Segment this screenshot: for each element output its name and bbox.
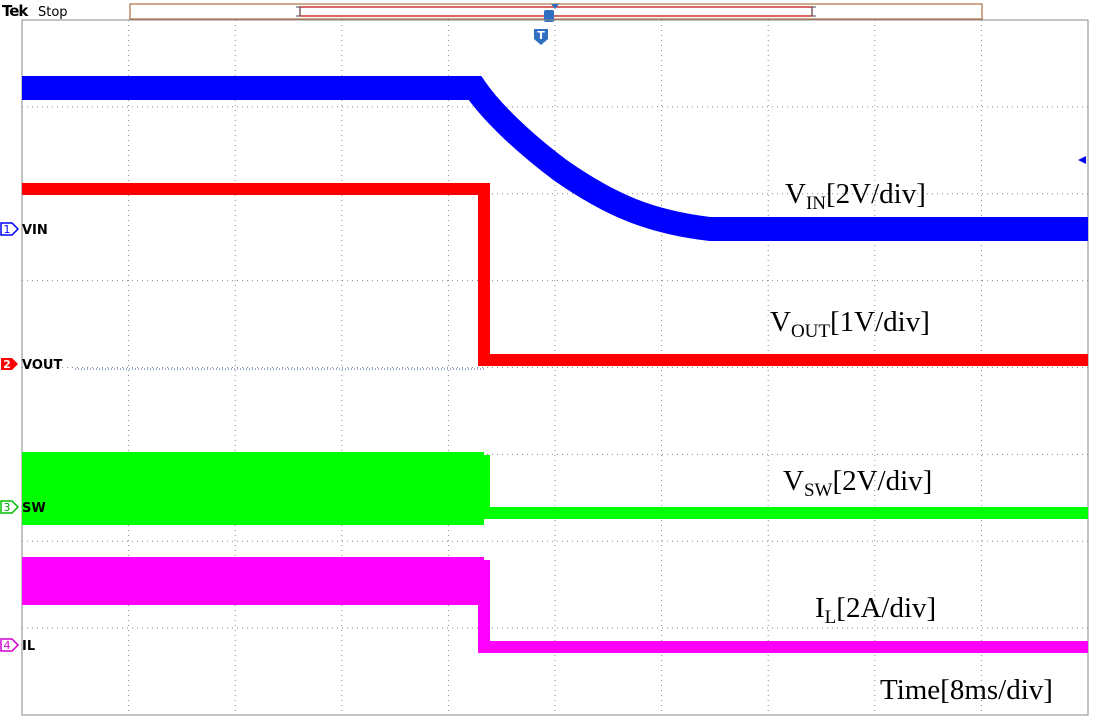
channel-marker: [1, 358, 18, 370]
il-trace-active: [22, 557, 484, 605]
trigger-pos: [551, 4, 559, 9]
scale: [1V/div]: [830, 306, 930, 338]
channel-label: SW: [22, 501, 46, 516]
vin-trace: [22, 76, 1088, 241]
brand: Tek: [2, 2, 29, 20]
il-trace: [478, 560, 1088, 653]
symbol: V: [770, 306, 791, 338]
scale: [2V/div]: [826, 178, 926, 210]
channel-3: 3 SW: [0, 500, 46, 516]
vin-level-marker: [1078, 156, 1086, 164]
channel-2: 2 VOUT: [1, 358, 62, 373]
vout-trace: [22, 183, 1088, 366]
channel-label: VOUT: [22, 358, 62, 373]
symbol: V: [783, 465, 804, 497]
sw-trace-active: [22, 452, 484, 525]
status: Stop: [38, 5, 68, 20]
sw-trace: [478, 455, 1088, 519]
channel-1: 1 VIN: [0, 222, 48, 238]
channel-number: 2: [3, 358, 11, 371]
subscript: SW: [804, 480, 833, 501]
grid: [22, 20, 1088, 715]
trigger-marker-small: [544, 10, 554, 22]
scale: [2A/div]: [836, 592, 936, 624]
vsw-annotation: VSW[2V/div]: [783, 465, 932, 501]
symbol: I: [815, 592, 825, 624]
time-scale: Time[8ms/div]: [880, 674, 1053, 706]
channel-number: 3: [4, 501, 11, 514]
channel-number: 4: [4, 639, 11, 652]
vout-annotation: VOUT[1V/div]: [770, 306, 930, 342]
vin-annotation: VIN[2V/div]: [785, 178, 926, 214]
il-annotation: IL[2A/div]: [815, 592, 936, 628]
subscript: L: [825, 607, 837, 628]
channel-label: VIN: [22, 223, 48, 238]
trigger-marker: [534, 29, 548, 45]
record-window: [299, 6, 813, 17]
trigger-label: T: [537, 29, 545, 42]
channel-4: 4 IL: [0, 638, 35, 654]
symbol: V: [785, 178, 806, 210]
channel-marker: [0, 222, 20, 236]
window-brackets: [296, 6, 816, 17]
channel-number: 1: [4, 223, 11, 236]
channel-marker: [0, 500, 20, 514]
channel-label: IL: [22, 639, 35, 654]
subscript: OUT: [791, 321, 830, 342]
subscript: IN: [806, 193, 826, 214]
channel-marker: [0, 638, 20, 652]
scale: [2V/div]: [832, 465, 932, 497]
